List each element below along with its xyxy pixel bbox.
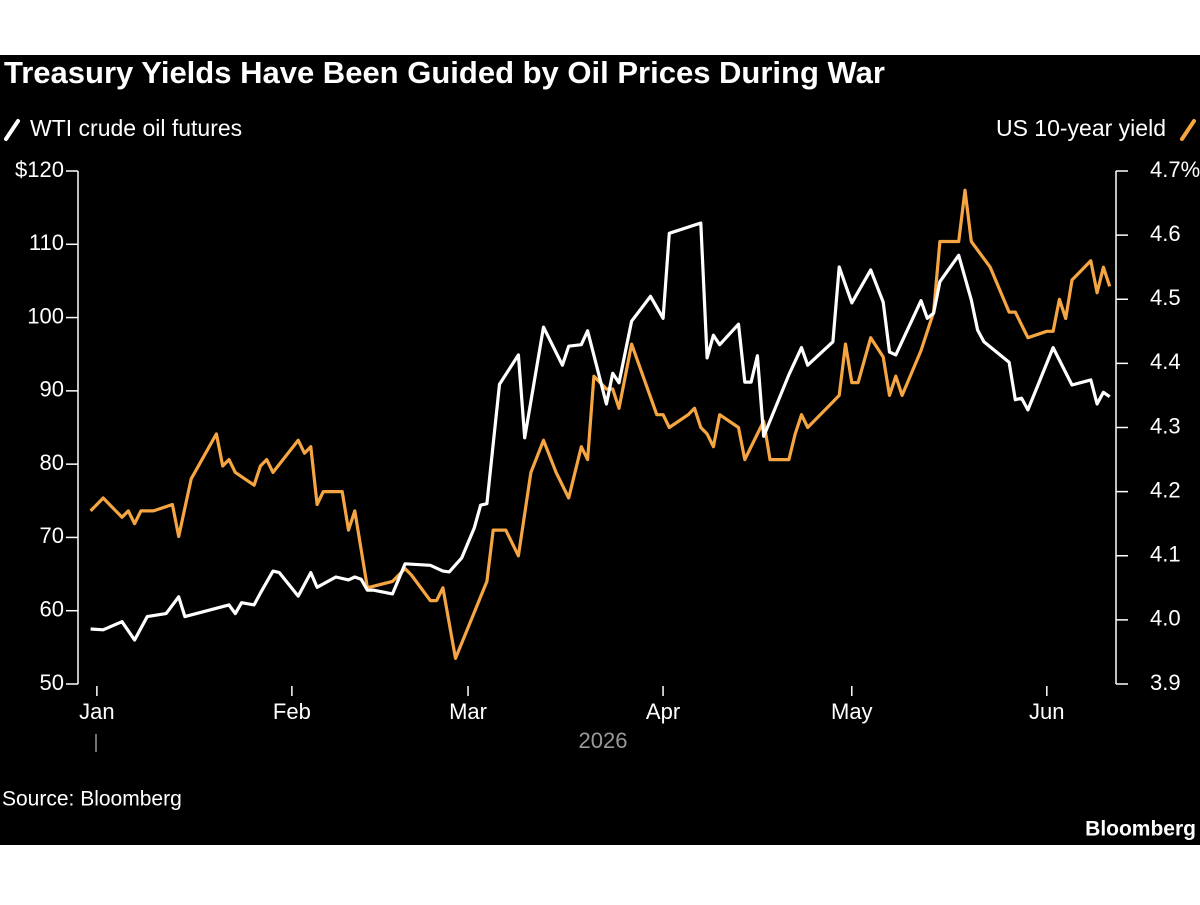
y-tick-label: 90 — [40, 377, 64, 402]
legend-label: WTI crude oil futures — [30, 115, 242, 141]
y2-tick-label: 3.9 — [1150, 670, 1181, 695]
series-line — [90, 221, 1111, 642]
x-tick-label: Jun — [1029, 699, 1064, 724]
chart-background — [0, 55, 1200, 845]
plot-area: $120 110 100 90 80 70 60 50 4.7% 4.6 4.5 4.4 4.3 4.2 4… — [4, 115, 1200, 724]
series-line — [89, 188, 1112, 660]
x-tick-label: Feb — [273, 699, 311, 724]
y-tick-label: $120 — [15, 157, 64, 182]
y2-tick-label: 4.2 — [1150, 477, 1181, 502]
x-tick-label: May — [831, 699, 873, 724]
y-tick-label: 110 — [29, 230, 64, 255]
x-tick-label: Jan — [79, 699, 114, 724]
y2-tick-label: 4.1 — [1150, 542, 1181, 567]
y-tick-label: 70 — [40, 523, 64, 548]
y-tick-label: 60 — [40, 597, 64, 622]
y-tick-label: 100 — [27, 303, 64, 328]
x-tick-label: Apr — [646, 699, 680, 724]
chart-title: Treasury Yields Have Been Guided by Oil … — [4, 55, 885, 90]
y-tick-label: 50 — [40, 670, 64, 695]
x-axis-label: 2026 — [579, 728, 628, 753]
y2-tick-label: 4.7% — [1150, 157, 1200, 182]
x-tick-label: Mar — [449, 699, 487, 724]
y2-tick-label: 4.0 — [1150, 606, 1181, 631]
y2-tick-label: 4.5 — [1150, 285, 1181, 310]
legend-label: US 10-year yield — [996, 115, 1166, 141]
source-note: Source: Bloomberg — [2, 788, 182, 811]
brand: Bloomberg — [1085, 818, 1196, 841]
y2-tick-label: 4.6 — [1150, 221, 1181, 246]
y2-tick-label: 4.3 — [1150, 413, 1181, 438]
y-tick-label: 80 — [40, 450, 64, 475]
y2-tick-label: 4.4 — [1150, 349, 1181, 374]
legend-swatch — [4, 119, 20, 141]
legend-swatch — [1180, 119, 1196, 141]
